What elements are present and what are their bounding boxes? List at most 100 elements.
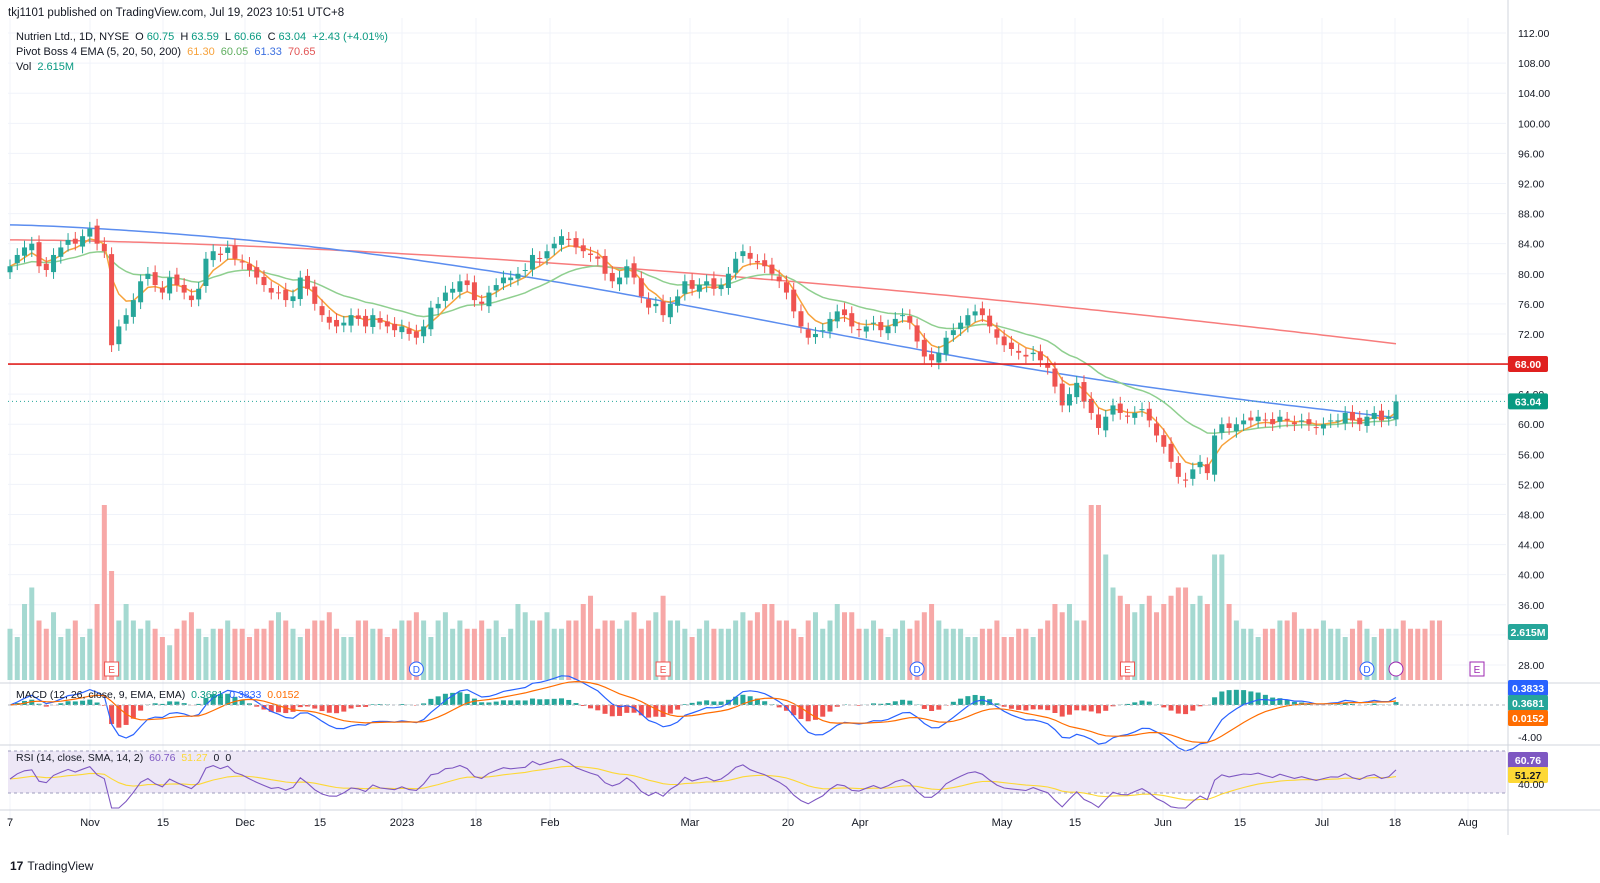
candle-body <box>617 277 623 285</box>
macd-signal-axis-label-bg <box>1508 695 1548 711</box>
candle-body <box>196 288 202 300</box>
volume-bar <box>871 620 877 680</box>
macd-label: MACD (12, 26, close, 9, EMA, EMA) <box>16 689 186 701</box>
candle-body <box>261 276 267 286</box>
macd-hist-bar <box>275 705 281 713</box>
volume-bar <box>842 612 848 680</box>
macd-hist-bar <box>65 701 71 705</box>
candle-body <box>268 288 274 293</box>
volume-bar <box>660 595 666 680</box>
candle-body <box>109 254 115 346</box>
volume-bar <box>1320 620 1326 680</box>
macd-hist-bar <box>529 698 535 705</box>
price-tick-label: 108.00 <box>1518 58 1550 70</box>
macd-hist-bar <box>740 694 746 705</box>
volume-label: Vol <box>16 61 32 73</box>
candle-body <box>493 285 499 291</box>
macd-hist-bar <box>747 696 753 705</box>
volume-legend: Vol 2.615M <box>16 60 77 74</box>
volume-bar <box>450 628 456 680</box>
candle-body <box>812 333 818 338</box>
macd-hist-bar <box>254 705 260 707</box>
candle-body <box>123 315 129 324</box>
candle-body <box>522 270 528 272</box>
ema-legend: Pivot Boss 4 EMA (5, 20, 50, 200) 61.30 … <box>16 45 318 59</box>
macd-hist-bar <box>363 705 369 707</box>
candle-body <box>500 277 506 284</box>
volume-bar <box>167 645 173 680</box>
macd-hist-bar <box>450 692 456 705</box>
candle-body <box>914 325 920 342</box>
volume-bar <box>1393 628 1399 680</box>
price-tick-label: 40.00 <box>1518 570 1544 582</box>
rsi-extra-1: 0 <box>213 752 220 764</box>
macd-hist-bar <box>94 702 100 705</box>
candle-body <box>14 254 20 264</box>
candle-body <box>1262 419 1268 421</box>
volume-bar <box>987 628 993 680</box>
macd-hist-bar <box>36 703 42 705</box>
candle-body <box>406 328 412 334</box>
volume-bar <box>769 604 775 680</box>
candle-body <box>704 281 710 286</box>
macd-hist-bar <box>29 699 35 705</box>
volume-bar <box>885 637 891 680</box>
macd-hist-bar <box>711 701 717 705</box>
volume-bar <box>413 612 419 680</box>
volume-bar <box>878 628 884 680</box>
volume-bar <box>595 628 601 680</box>
candle-body <box>1364 416 1370 426</box>
volume-bar <box>232 628 238 680</box>
volume-bar <box>297 637 303 680</box>
candle-body <box>254 267 260 278</box>
macd-hist-bar <box>950 701 956 705</box>
candle-body <box>805 329 811 338</box>
macd-hist-bar <box>196 703 202 705</box>
high-value: 63.59 <box>191 31 219 43</box>
volume-bar <box>500 637 506 680</box>
volume-bar <box>537 620 543 680</box>
candle-body <box>152 272 158 286</box>
macd-hist-bar <box>588 705 594 709</box>
macd-hist-bar <box>355 705 361 707</box>
macd-hist-bar <box>399 704 405 705</box>
price-tick-label: 100.00 <box>1518 118 1550 130</box>
macd-hist-bar <box>638 705 644 716</box>
macd-hist-bar <box>515 700 521 705</box>
candle-body <box>471 282 477 301</box>
macd-hist-bar <box>820 705 826 717</box>
candle-body <box>1059 383 1065 406</box>
candle-body <box>1393 401 1399 420</box>
candle-body <box>130 300 136 317</box>
earnings-marker-label: E <box>1124 665 1131 676</box>
candle-body <box>1175 462 1181 477</box>
volume-bar <box>856 628 862 680</box>
macd-hist-bar <box>1270 697 1276 705</box>
time-tick-label: 18 <box>1389 817 1401 829</box>
candle-body <box>783 282 789 293</box>
macd-hist-bar <box>675 705 681 710</box>
candle-body <box>80 236 86 247</box>
macd-hist-axis-label-bg <box>1508 710 1548 726</box>
candle-body <box>573 238 579 248</box>
macd-hist-bar <box>1226 690 1232 705</box>
macd-hist-bar <box>435 696 441 705</box>
volume-bar <box>1146 595 1152 680</box>
macd-hist-bar <box>696 701 702 705</box>
candle-body <box>1037 351 1043 361</box>
candle-body <box>1284 418 1290 421</box>
volume-bar <box>1437 620 1443 680</box>
tradingview-footer[interactable]: 17 TradingView <box>10 859 93 873</box>
macd-hist-bar <box>834 705 840 707</box>
candle-body <box>1233 424 1239 431</box>
candle-body <box>312 286 318 304</box>
candle-body <box>1074 382 1080 398</box>
time-tick-label: Jul <box>1315 817 1329 829</box>
candle-body <box>1088 398 1094 413</box>
macd-hist-bar <box>1088 705 1094 712</box>
macd-hist-bar <box>1103 705 1109 711</box>
candle-body <box>1016 350 1022 353</box>
candle-body <box>1154 423 1160 436</box>
macd-hist-bar <box>624 705 630 713</box>
